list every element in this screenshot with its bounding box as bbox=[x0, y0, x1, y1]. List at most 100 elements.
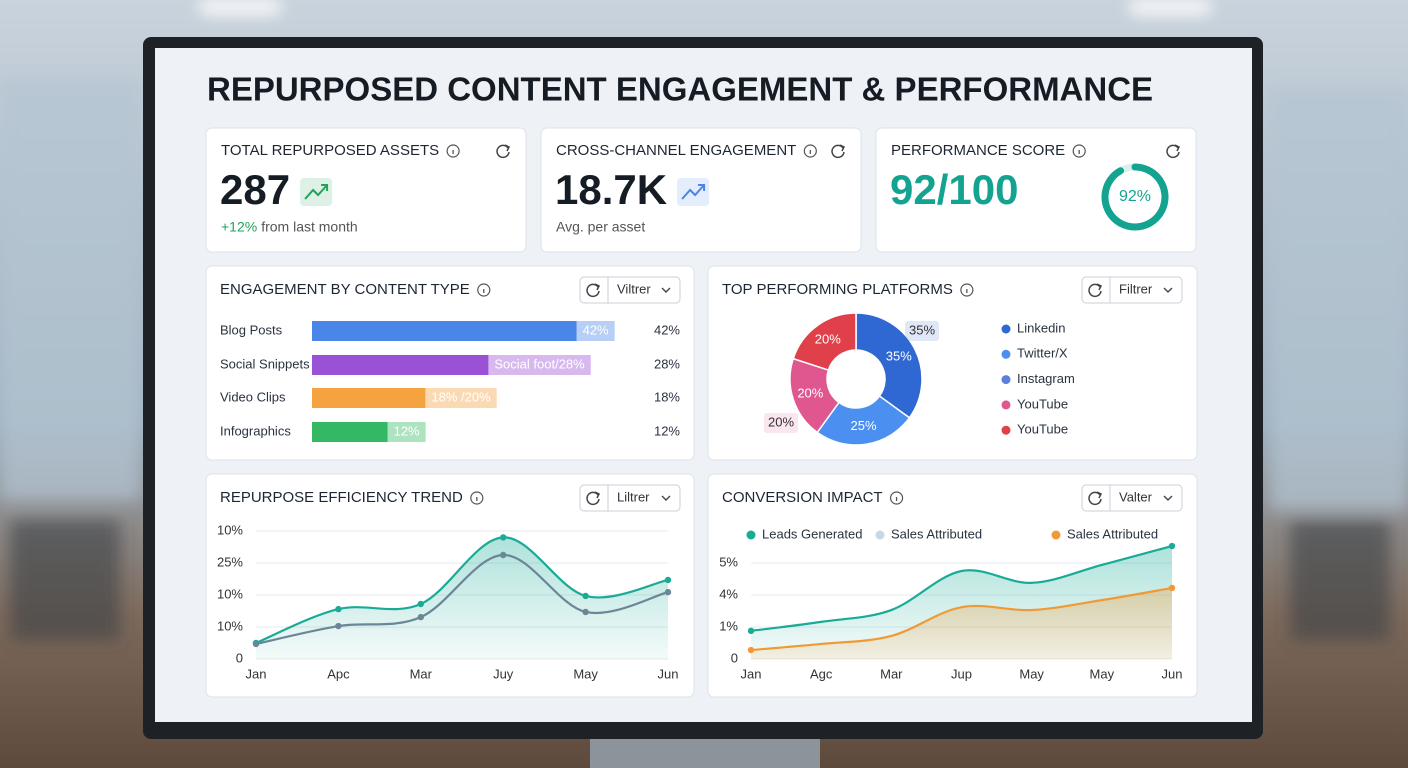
bar-label-chip bbox=[387, 422, 426, 442]
refresh-icon[interactable] bbox=[586, 283, 600, 298]
x-tick-label: May bbox=[1019, 666, 1044, 681]
card-title: CROSS-CHANNEL ENGAGEMENT bbox=[556, 142, 796, 159]
gauge-arc bbox=[1101, 163, 1169, 231]
value-label: 12% bbox=[654, 423, 680, 438]
filter-button[interactable] bbox=[579, 484, 681, 512]
bar-inner-label: Social foot/28% bbox=[494, 356, 585, 371]
line bbox=[750, 544, 1173, 632]
donut-slice bbox=[792, 312, 857, 371]
point bbox=[664, 588, 672, 596]
dashboard-title: REPURPOSED CONTENT ENGAGEMENT & PERFORMA… bbox=[207, 71, 1153, 108]
value-label: 42% bbox=[654, 322, 680, 337]
point bbox=[335, 605, 342, 613]
point bbox=[747, 627, 755, 635]
card-title: CONVERSION IMPACT bbox=[722, 489, 883, 506]
card-title: ENGAGEMENT BY CONTENT TYPE bbox=[220, 281, 470, 298]
bar bbox=[312, 355, 489, 375]
refresh-arrow bbox=[1096, 283, 1103, 291]
filter-button[interactable] bbox=[1081, 276, 1183, 304]
card-title: PERFORMANCE SCORE bbox=[891, 142, 1065, 159]
kpi-value: 18.7K bbox=[555, 166, 667, 213]
filter-label: Valter bbox=[1119, 489, 1153, 504]
filter-button[interactable] bbox=[1081, 484, 1183, 512]
legend-label: Sales Attributed bbox=[1067, 526, 1158, 541]
refresh-icon[interactable] bbox=[1166, 144, 1180, 159]
x-tick-label: Jup bbox=[951, 666, 972, 681]
legend-label: Leads Generated bbox=[762, 526, 862, 541]
info-icon bbox=[470, 491, 484, 505]
line bbox=[255, 536, 669, 645]
info-icon bbox=[889, 491, 904, 505]
point bbox=[500, 534, 507, 541]
x-tick-label: Mar bbox=[410, 666, 433, 681]
filter-label: Viltrer bbox=[617, 281, 651, 296]
y-tick-label: 1% bbox=[719, 618, 738, 633]
y-tick-label: 0 bbox=[236, 650, 243, 665]
kpi-change: +12% bbox=[221, 219, 257, 235]
refresh-arrow bbox=[1096, 491, 1103, 499]
slice-label: 35% bbox=[886, 349, 912, 364]
x-tick-label: Juy bbox=[493, 666, 514, 681]
info-icon bbox=[446, 144, 460, 158]
x-tick-label: Agc bbox=[810, 666, 833, 681]
filter-label: Filtrer bbox=[1119, 281, 1153, 296]
refresh-arrow bbox=[839, 144, 846, 152]
filter-chevron bbox=[661, 287, 671, 293]
refresh-arrow bbox=[594, 283, 601, 291]
legend-dot bbox=[746, 530, 756, 540]
monitor-stand bbox=[590, 736, 820, 768]
refresh-icon[interactable] bbox=[586, 491, 600, 506]
callout-chip bbox=[764, 413, 798, 433]
x-tick-label: Jan bbox=[246, 666, 267, 681]
y-tick-label: 25% bbox=[217, 554, 243, 569]
category-label: Blog Posts bbox=[220, 322, 283, 337]
legend-label: YouTube bbox=[1017, 396, 1068, 411]
slice-label: 20% bbox=[797, 385, 823, 400]
kpi-note: Avg. per asset bbox=[556, 219, 645, 235]
trend-icon bbox=[681, 184, 706, 200]
donut-slice bbox=[855, 312, 923, 419]
card-title: REPURPOSE EFFICIENCY TREND bbox=[220, 489, 463, 506]
filter-button[interactable] bbox=[579, 276, 681, 304]
point bbox=[500, 551, 507, 559]
line bbox=[255, 553, 669, 646]
legend-label: Twitter/X bbox=[1017, 346, 1068, 361]
kpi-card bbox=[205, 127, 527, 253]
bar-inner-label: 42% bbox=[583, 322, 609, 337]
filter-label: Liltrer bbox=[617, 489, 650, 504]
slice-label: 20% bbox=[815, 332, 841, 347]
line bbox=[750, 586, 1173, 652]
legend-dot bbox=[1001, 324, 1011, 334]
refresh-icon[interactable] bbox=[831, 144, 845, 159]
category-label: Infographics bbox=[220, 423, 291, 438]
bar-inner-label: 18% /20% bbox=[431, 389, 491, 404]
bar-label-chip bbox=[488, 355, 591, 375]
kpi-card bbox=[540, 127, 862, 253]
bar-label-chip bbox=[576, 321, 615, 341]
x-tick-label: Jun bbox=[1162, 666, 1183, 681]
refresh-arrow bbox=[504, 144, 511, 152]
category-label: Social Snippets bbox=[220, 356, 310, 371]
refresh-icon[interactable] bbox=[496, 144, 510, 159]
legend-label: Sales Attributed bbox=[891, 526, 982, 541]
x-tick-label: Jun bbox=[658, 666, 679, 681]
point bbox=[335, 622, 342, 630]
legend-dot bbox=[1001, 425, 1011, 435]
info-icon bbox=[960, 283, 974, 297]
x-tick-label: Apc bbox=[327, 666, 350, 681]
refresh-icon[interactable] bbox=[1088, 491, 1102, 506]
callout-label: 20% bbox=[768, 414, 794, 429]
legend-dot bbox=[1001, 375, 1011, 385]
slice-label: 25% bbox=[850, 418, 876, 433]
info-icon bbox=[1072, 144, 1086, 158]
y-tick-label: 5% bbox=[719, 554, 738, 569]
bar bbox=[312, 388, 426, 408]
value-label: 28% bbox=[654, 356, 680, 371]
refresh-icon[interactable] bbox=[1088, 283, 1102, 298]
bar bbox=[312, 422, 388, 442]
filter-chevron bbox=[1163, 495, 1173, 501]
y-tick-label: 4% bbox=[719, 586, 738, 601]
refresh-arrow bbox=[594, 491, 601, 499]
info-icon bbox=[803, 144, 817, 158]
